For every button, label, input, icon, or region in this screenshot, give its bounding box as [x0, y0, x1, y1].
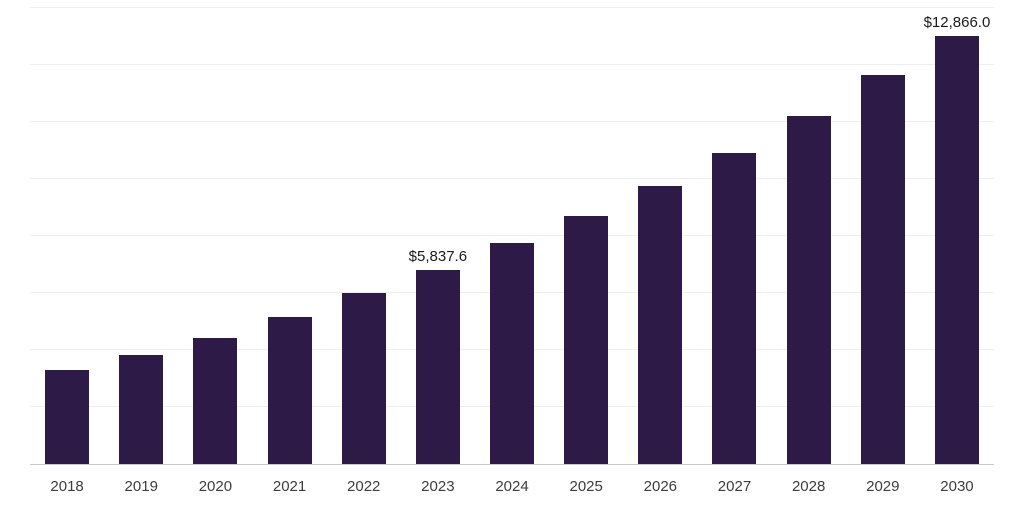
x-tick-label: 2026: [643, 478, 678, 495]
bar-series: $5,837.6 $12,866.0: [30, 8, 994, 464]
bar: [786, 116, 831, 464]
x-tick-label: 2028: [791, 478, 826, 495]
data-label: $5,837.6: [408, 248, 468, 265]
bar: [341, 293, 386, 464]
x-tick-label: 2025: [569, 478, 603, 495]
bar-slot: [104, 8, 178, 464]
bar-slot: [549, 8, 623, 464]
bar: [267, 317, 312, 464]
gridline: [30, 235, 994, 236]
x-tick-label: 2020: [198, 478, 233, 495]
bar-slot: [327, 8, 401, 464]
bar-slot: [697, 8, 771, 464]
bar-slot: [475, 8, 549, 464]
bar: [490, 243, 535, 464]
gridline: [30, 121, 994, 122]
bar: [860, 75, 905, 464]
bar-slot: [30, 8, 104, 464]
x-tick-label: 2021: [272, 478, 307, 495]
bar-slot: $5,837.6: [401, 8, 475, 464]
bar: [712, 153, 757, 464]
x-tick-label: 2018: [50, 478, 84, 495]
gridline: [30, 7, 994, 8]
bar-slot: [178, 8, 252, 464]
bar: [415, 270, 460, 464]
plot-area: $5,837.6 $12,866.0: [30, 7, 994, 464]
x-tick-label: 2029: [866, 478, 900, 495]
data-label: $12,866.0: [923, 14, 991, 31]
gridline: [30, 178, 994, 179]
bar: [119, 355, 164, 464]
x-tick-label: 2019: [124, 478, 158, 495]
bar: [193, 338, 238, 464]
x-tick-label: 2023: [421, 478, 455, 495]
x-tick-label: 2027: [717, 478, 752, 495]
bar: [45, 370, 90, 464]
bar-slot: $12,866.0: [920, 8, 994, 464]
x-axis: 2018 2019 2020 2021 2022 2023 2024 2025 2026 2027…: [30, 464, 994, 495]
gridline: [30, 64, 994, 65]
bar-slot: [623, 8, 697, 464]
x-tick-label: 2024: [495, 478, 529, 495]
bar-slot: [772, 8, 846, 464]
bar-slot: [252, 8, 326, 464]
x-tick-label: 2022: [347, 478, 381, 495]
bar: [638, 186, 683, 464]
bar: [934, 36, 979, 464]
bar: [564, 216, 609, 464]
bar-slot: [846, 8, 920, 464]
x-tick-label: 2030: [940, 478, 974, 495]
